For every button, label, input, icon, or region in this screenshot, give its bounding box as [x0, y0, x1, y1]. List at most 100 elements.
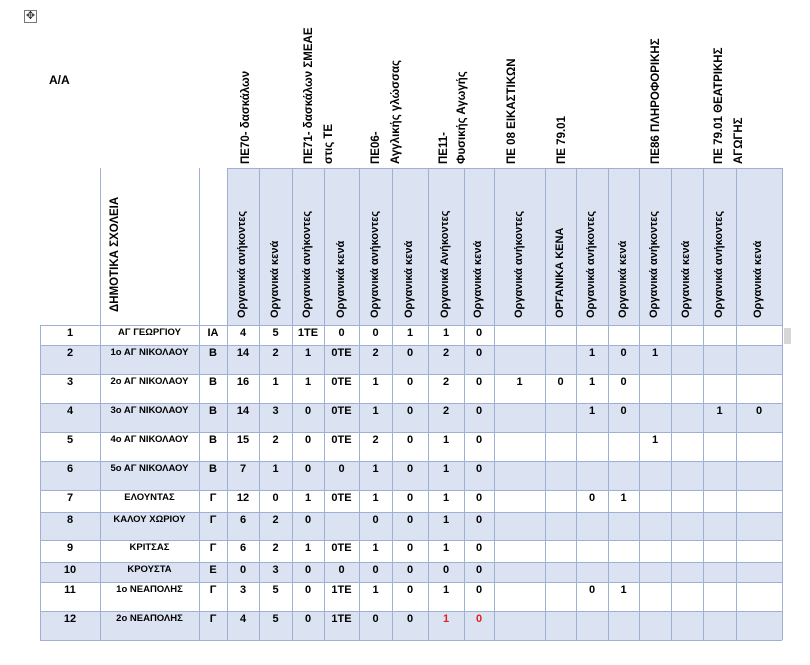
value-cell: 0: [304, 564, 312, 576]
value-cell: 0: [475, 564, 483, 576]
value-cell: 1: [516, 376, 523, 388]
value-cell: 2: [272, 347, 279, 359]
school-name: 2ο ΑΓ ΝΙΚΟΛΑΟΥ: [110, 376, 189, 387]
table-move-handle-icon[interactable]: ✥: [24, 10, 37, 23]
value-cell: 0: [620, 405, 627, 417]
value-cell: 0: [406, 564, 414, 576]
group-header-label-line2: Αγγλικής γλώσσας: [390, 59, 402, 164]
value-cell: 0: [475, 492, 483, 504]
value-cell: 1: [716, 405, 723, 417]
h-rule: [40, 512, 782, 513]
value-cell: 0: [406, 347, 414, 359]
school-type: Β: [209, 405, 217, 417]
v-rule: [259, 168, 260, 640]
value-cell: 0: [239, 564, 247, 576]
scrollbar-thumb[interactable]: [784, 328, 791, 344]
group-header-label: ΠΕ70- δασκάλων: [240, 70, 252, 164]
value-cell: 14: [236, 405, 250, 417]
h-rule: [40, 611, 782, 612]
value-cell: 4: [239, 327, 247, 339]
value-cell: 0: [475, 463, 483, 475]
value-cell: 1: [442, 514, 450, 526]
row-band: [40, 611, 782, 640]
value-cell: 4: [239, 613, 247, 625]
school-type: Γ: [209, 492, 217, 504]
v-rule: [359, 168, 360, 640]
value-cell: 0: [304, 584, 312, 596]
value-cell: 2: [442, 347, 450, 359]
value-cell: 0ΤΕ: [331, 376, 352, 388]
value-cell: 1: [272, 376, 279, 388]
subheader-label: Οργανικά ανήκοντες: [301, 210, 313, 318]
value-cell: 0: [304, 405, 312, 417]
value-cell: 0: [475, 405, 483, 417]
row-number: 5: [66, 434, 74, 446]
value-cell: 3: [239, 584, 247, 596]
serial-number-header: Α/Α: [49, 73, 70, 87]
subheader-label: Οργανικά ανήκοντες: [648, 210, 660, 318]
value-cell: 0: [304, 434, 312, 446]
school-type: Γ: [209, 613, 217, 625]
value-cell: 1ΤΕ: [297, 327, 319, 339]
h-rule: [40, 374, 782, 375]
v-rule: [671, 168, 672, 640]
group-header-label: ΠΕ 08 ΕΙΚΑΣΤΙΚΩΝ: [506, 58, 518, 164]
value-cell: 0: [406, 542, 414, 554]
school-name: ΚΑΛΟΥ ΧΩΡΙΟΥ: [113, 514, 186, 525]
value-cell: 1: [442, 613, 450, 625]
value-cell: 0: [304, 463, 312, 475]
value-cell: 0ΤΕ: [331, 405, 352, 417]
value-cell: 0: [620, 376, 627, 388]
value-cell: 7: [239, 463, 247, 475]
value-cell: 0: [304, 514, 312, 526]
group-header-label-line2: στις ΤΕ: [323, 123, 335, 164]
school-name: 3ο ΑΓ ΝΙΚΟΛΑΟΥ: [110, 405, 189, 416]
v-rule: [324, 168, 325, 640]
v-rule: [639, 168, 640, 640]
v-rule: [428, 168, 429, 640]
row-number: 10: [63, 564, 77, 576]
subheader-label: Οργανικά κενά: [403, 240, 415, 318]
subheader-label: Οργανικά κενά: [752, 240, 764, 318]
school-name: 1ο ΝΕΑΠΟΛΗΣ: [116, 584, 183, 595]
v-rule: [545, 168, 546, 640]
row-number: 6: [66, 463, 74, 475]
value-cell: 0: [338, 463, 345, 475]
v-rule: [703, 168, 704, 640]
row-number: 1: [66, 327, 74, 339]
value-cell: 0: [406, 613, 414, 625]
value-cell: 2: [272, 542, 279, 554]
value-cell: 0: [755, 405, 763, 417]
h-rule: [40, 640, 782, 641]
group-header-label-line2: ΑΓΩΓΗΣ: [733, 117, 745, 164]
value-cell: 0: [406, 584, 414, 596]
subheader-label: ΟΡΓΑΝΙΚΑ ΚΕΝΑ: [553, 227, 566, 318]
school-name: 4ο ΑΓ ΝΙΚΟΛΑΟΥ: [110, 434, 189, 445]
school-type: Ε: [209, 564, 217, 576]
v-rule: [40, 325, 41, 640]
subheader-label: Οργανικά ανήκοντες: [368, 210, 381, 318]
h-rule: [40, 540, 782, 541]
v-rule: [392, 168, 393, 640]
value-cell: 1: [588, 376, 596, 388]
value-cell: 1: [442, 434, 450, 446]
v-rule: [199, 168, 200, 640]
v-rule: [292, 168, 293, 640]
value-cell: 6: [239, 514, 247, 526]
row-number: 3: [66, 376, 74, 388]
schools-column-header: ΔΗΜΟΤΙΚΑ ΣΧΟΛΕΙΑ: [109, 196, 121, 312]
value-cell: 2: [372, 434, 379, 446]
row-number: 11: [64, 584, 76, 596]
subheader-label: Οργανικά κενά: [268, 240, 281, 318]
value-cell: 0: [475, 434, 483, 446]
school-type: Γ: [209, 542, 217, 554]
value-cell: 2: [272, 434, 279, 446]
value-cell: 5: [272, 584, 279, 596]
group-header-label: ΠΕ 79.01: [556, 116, 568, 164]
value-cell: 0: [338, 327, 345, 339]
group-header-label: ΠΕ 79.01 ΘΕΑΤΡΙΚΗΣ: [713, 47, 725, 164]
value-cell: 1: [406, 327, 414, 339]
row-band: [40, 562, 782, 582]
value-cell: 1ΤΕ: [331, 584, 352, 596]
v-rule: [608, 168, 609, 640]
